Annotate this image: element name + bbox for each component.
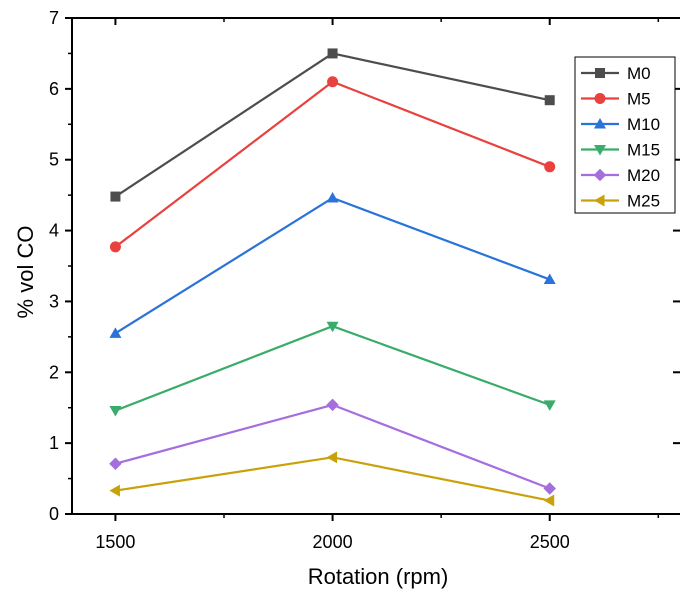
series-m20 — [109, 398, 556, 495]
y-tick-label: 1 — [49, 433, 59, 453]
x-tick-label: 1500 — [95, 532, 135, 552]
data-point-m5 — [327, 76, 339, 88]
data-point-m0 — [110, 191, 121, 202]
series-line-m0 — [114, 52, 550, 198]
series-layer — [109, 48, 556, 507]
y-tick-label: 7 — [49, 8, 59, 28]
axes: 0 1 2 3 4 5 6 7 1500 2000 2500 — [49, 8, 680, 552]
data-point-m20 — [109, 457, 122, 470]
data-point-m25 — [326, 451, 338, 464]
legend-box — [574, 56, 676, 214]
legend-label-m5: M5 — [627, 90, 651, 109]
y-tick-label: 5 — [49, 150, 59, 170]
legend-label-m0: M0 — [627, 64, 651, 83]
data-point-m15 — [326, 321, 339, 333]
y-tick-label: 0 — [49, 504, 59, 524]
series-line-m10 — [114, 196, 551, 335]
series-m0 — [110, 48, 555, 202]
x-tick-label: 2000 — [313, 532, 353, 552]
data-point-m0 — [544, 95, 555, 106]
legend-marker-m25 — [594, 194, 605, 207]
series-m15 — [109, 321, 556, 417]
y-tick-label: 2 — [49, 362, 59, 382]
series-line-m5 — [114, 80, 551, 248]
y-tick-label: 3 — [49, 291, 59, 311]
legend-marker-m20 — [593, 168, 607, 182]
data-point-m15 — [543, 400, 556, 411]
data-point-m10 — [326, 191, 339, 203]
legend-label-m25: M25 — [627, 192, 660, 211]
data-point-m5 — [109, 241, 121, 253]
legend-label-m10: M10 — [627, 115, 660, 134]
legend-marker-m15 — [594, 145, 606, 156]
legend-marker-m0 — [595, 68, 605, 78]
series-line-m15 — [115, 325, 551, 412]
data-point-m5 — [544, 161, 556, 173]
data-point-m25 — [109, 484, 120, 497]
y-tick-label: 4 — [49, 221, 59, 241]
legend-marker-m5 — [594, 93, 606, 104]
series-m5 — [109, 76, 556, 253]
y-axis-title: % vol CO — [13, 226, 38, 319]
series-line-m20 — [115, 403, 551, 490]
data-point-m15 — [109, 406, 122, 417]
data-point-m10 — [109, 327, 122, 338]
data-point-m0 — [327, 48, 338, 59]
y-tick-label: 6 — [49, 79, 59, 99]
data-point-m25 — [543, 494, 555, 507]
data-point-m20 — [543, 482, 556, 495]
data-point-m20 — [326, 398, 339, 412]
legend-marker-m10 — [594, 118, 606, 129]
series-m10 — [109, 191, 556, 338]
legend: M0 M5 M10 M15 M20 M25 — [574, 56, 676, 214]
x-tick-label: 2500 — [530, 532, 570, 552]
data-point-m10 — [543, 273, 556, 284]
legend-label-m20: M20 — [627, 166, 660, 185]
series-m25 — [109, 451, 555, 507]
x-axis-title: Rotation (rpm) — [308, 564, 449, 589]
legend-label-m15: M15 — [627, 141, 660, 160]
